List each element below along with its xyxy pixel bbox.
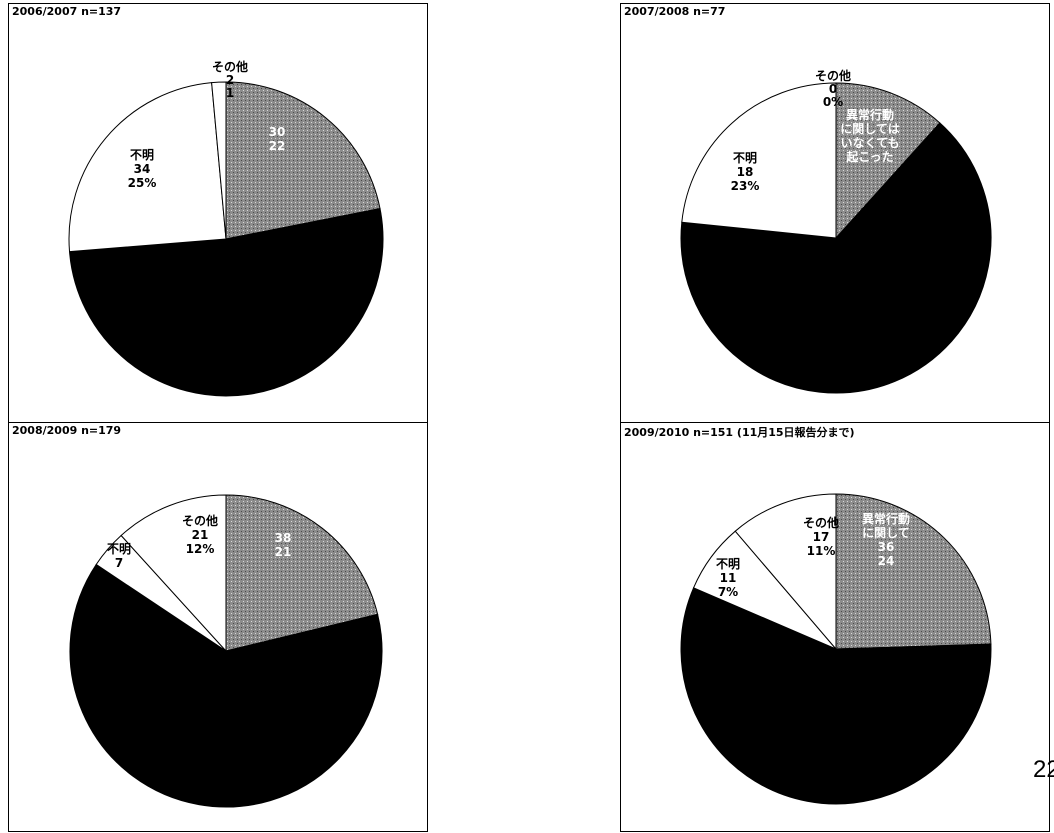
chart-panel-3: 2008/2009 n=179 38 21 不明 7 その他 21 12% bbox=[8, 422, 428, 832]
pie-slice-other bbox=[211, 81, 227, 240]
slice-label-other: その他 2 1 bbox=[212, 59, 248, 100]
slice-label-unknown: 不明 11 7% bbox=[716, 557, 740, 599]
pie-slice-dark bbox=[68, 208, 384, 397]
slice-label-unknown: 不明 34 25% bbox=[128, 148, 157, 190]
pie-slice-dark bbox=[69, 563, 383, 808]
pie-slice-unknown bbox=[681, 82, 837, 239]
slice-label-gray: 30 22 bbox=[269, 125, 286, 153]
slice-label-gray: 38 21 bbox=[275, 531, 292, 559]
slice-label-other: その他 17 11% bbox=[803, 515, 839, 558]
slice-label-other: その他 21 12% bbox=[182, 513, 218, 556]
chart-title: 2008/2009 n=179 bbox=[12, 424, 122, 437]
pie-slice-gray bbox=[225, 81, 381, 240]
slice-label-gray: 異常行動に関してはいなくても起こった bbox=[840, 107, 899, 164]
slice-label-unknown: 不明 7 bbox=[107, 542, 131, 570]
chart-panel-4: 2009/2010 n=151 (11月15日報告分まで) 異常行動に関して 36… bbox=[620, 422, 1050, 832]
page-number: 22 bbox=[1033, 756, 1054, 783]
pie-chart: 38 21 不明 7 その他 21 12% bbox=[69, 494, 383, 808]
slice-label-other: その他 0 0% bbox=[815, 68, 851, 109]
slice-label-gray: 異常行動に関して 36 24 bbox=[862, 511, 910, 568]
pie-slice-gray bbox=[835, 82, 941, 240]
pie-slice-gray bbox=[835, 493, 992, 650]
pie-slice-dark bbox=[680, 587, 992, 805]
chart-title: 2007/2008 n=77 bbox=[624, 5, 726, 18]
pie-slice-gray bbox=[225, 494, 379, 652]
chart-title: 2009/2010 n=151 (11月15日報告分まで) bbox=[624, 426, 855, 439]
slice-label-unknown: 不明 18 23% bbox=[731, 151, 760, 193]
chart-panel-2: 2007/2008 n=77 異常行動に関してはいなくても起こった不明 18 23%… bbox=[620, 3, 1050, 423]
pie-slice-unknown bbox=[68, 82, 227, 253]
pie-chart: 30 22 不明 34 25% その他 2 1 bbox=[68, 59, 384, 397]
chart-panel-1: 2006/2007 n=137 30 22 不明 34 25% その他 2 1 bbox=[8, 3, 428, 423]
chart-title: 2006/2007 n=137 bbox=[12, 5, 122, 18]
pie-slice-other bbox=[734, 493, 837, 651]
pie-slice-other bbox=[120, 494, 227, 653]
pie-slice-dark bbox=[680, 122, 992, 394]
pie-chart: 異常行動に関して 36 24 不明 11 7% その他 17 11% bbox=[680, 493, 992, 805]
